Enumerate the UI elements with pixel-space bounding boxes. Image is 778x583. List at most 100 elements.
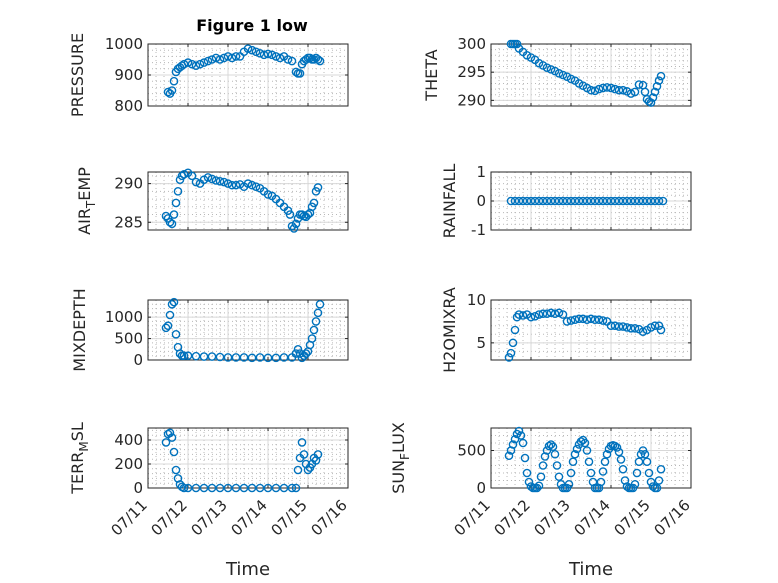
- data-point: [614, 85, 624, 95]
- data-point: [219, 177, 229, 187]
- data-point: [580, 438, 590, 448]
- data-point: [650, 321, 660, 331]
- data-point: [215, 176, 225, 186]
- series-mixdepth: [161, 297, 325, 363]
- data-point: [630, 196, 640, 206]
- data-point: [289, 224, 299, 233]
- data-point: [203, 173, 213, 182]
- data-point: [207, 352, 217, 361]
- data-point: [610, 441, 620, 451]
- data-point: [578, 314, 588, 324]
- data-point: [211, 53, 221, 63]
- data-point: [602, 83, 612, 92]
- data-point: [566, 316, 576, 325]
- data-point: [546, 308, 556, 318]
- data-point: [207, 483, 217, 493]
- data-point: [508, 338, 518, 348]
- data-point: [652, 81, 662, 91]
- data-point: [542, 446, 552, 455]
- data-point: [542, 63, 552, 72]
- y-tick-label: 1000: [105, 35, 143, 53]
- data-point: [167, 433, 177, 442]
- data-point: [644, 468, 654, 478]
- data-point: [173, 187, 183, 196]
- data-point: [646, 323, 656, 332]
- y-axis-label: MIXDEPTH: [70, 288, 89, 371]
- y-tick-label: 290: [457, 91, 486, 109]
- data-point: [600, 457, 610, 467]
- x-tick-label: 07/14: [228, 496, 271, 539]
- data-point: [275, 53, 285, 63]
- data-point: [315, 299, 325, 309]
- data-point: [618, 322, 628, 331]
- data-point: [594, 84, 604, 94]
- data-point: [546, 65, 556, 74]
- data-point: [630, 87, 640, 97]
- data-point: [622, 196, 632, 206]
- y-tick-label: 0: [133, 351, 143, 369]
- data-point: [179, 483, 189, 493]
- y-tick-label: 290: [114, 175, 143, 193]
- panel-mixdepth: 0 500 1000 MIXDEPTH: [70, 288, 349, 372]
- axes-frame: [490, 43, 692, 107]
- data-point: [307, 334, 317, 343]
- data-point: [313, 183, 323, 192]
- data-point: [231, 180, 241, 190]
- data-point: [227, 53, 237, 63]
- data-point: [530, 196, 540, 206]
- data-point: [586, 468, 596, 478]
- data-point: [169, 447, 179, 457]
- data-point: [309, 325, 319, 335]
- x-tick-label: 07/15: [611, 496, 654, 539]
- data-point: [215, 352, 225, 362]
- x-axis-label: Time: [568, 559, 613, 580]
- data-point: [610, 84, 620, 94]
- data-point: [243, 179, 253, 188]
- data-point: [299, 450, 309, 459]
- data-point: [526, 312, 536, 322]
- data-point: [161, 323, 171, 333]
- y-tick-label: -1: [471, 221, 486, 239]
- data-point: [263, 49, 273, 59]
- data-point: [590, 86, 600, 96]
- data-point: [293, 465, 303, 475]
- data-point: [594, 196, 604, 206]
- data-point: [548, 442, 558, 452]
- series-h2omixra: [504, 308, 666, 362]
- y-axis-label: THETA: [422, 49, 441, 101]
- data-point: [171, 198, 181, 208]
- axes-frame: [490, 299, 692, 361]
- data-point: [179, 59, 189, 69]
- data-point: [301, 349, 311, 358]
- data-point: [582, 315, 592, 325]
- data-point: [285, 210, 295, 219]
- data-point: [554, 308, 564, 318]
- data-point: [646, 196, 656, 206]
- data-point: [564, 479, 574, 489]
- data-point: [630, 479, 640, 489]
- data-point: [215, 55, 225, 64]
- y-axis-label: SUNFLUX: [389, 422, 412, 494]
- data-point: [311, 317, 321, 326]
- y-axis-label: PRESSURE: [68, 33, 87, 117]
- data-point: [586, 314, 596, 324]
- figure-title: Figure 1 low: [196, 16, 308, 35]
- data-point: [570, 196, 580, 206]
- data-point: [654, 196, 664, 206]
- data-point: [510, 196, 520, 206]
- data-point: [546, 440, 556, 449]
- data-point: [656, 464, 666, 474]
- data-point: [622, 482, 632, 491]
- panel-h2omixra: 5 10 H2OMIXRA: [440, 287, 692, 373]
- data-point: [163, 321, 173, 331]
- data-point: [536, 472, 546, 482]
- data-point: [167, 86, 177, 95]
- y-tick-label: 500: [114, 330, 143, 348]
- data-point: [642, 196, 652, 206]
- data-point: [534, 481, 544, 491]
- data-point: [576, 437, 586, 446]
- data-point: [223, 52, 233, 61]
- y-tick-label: 0: [133, 479, 143, 497]
- data-point: [191, 483, 201, 493]
- data-point: [165, 310, 175, 320]
